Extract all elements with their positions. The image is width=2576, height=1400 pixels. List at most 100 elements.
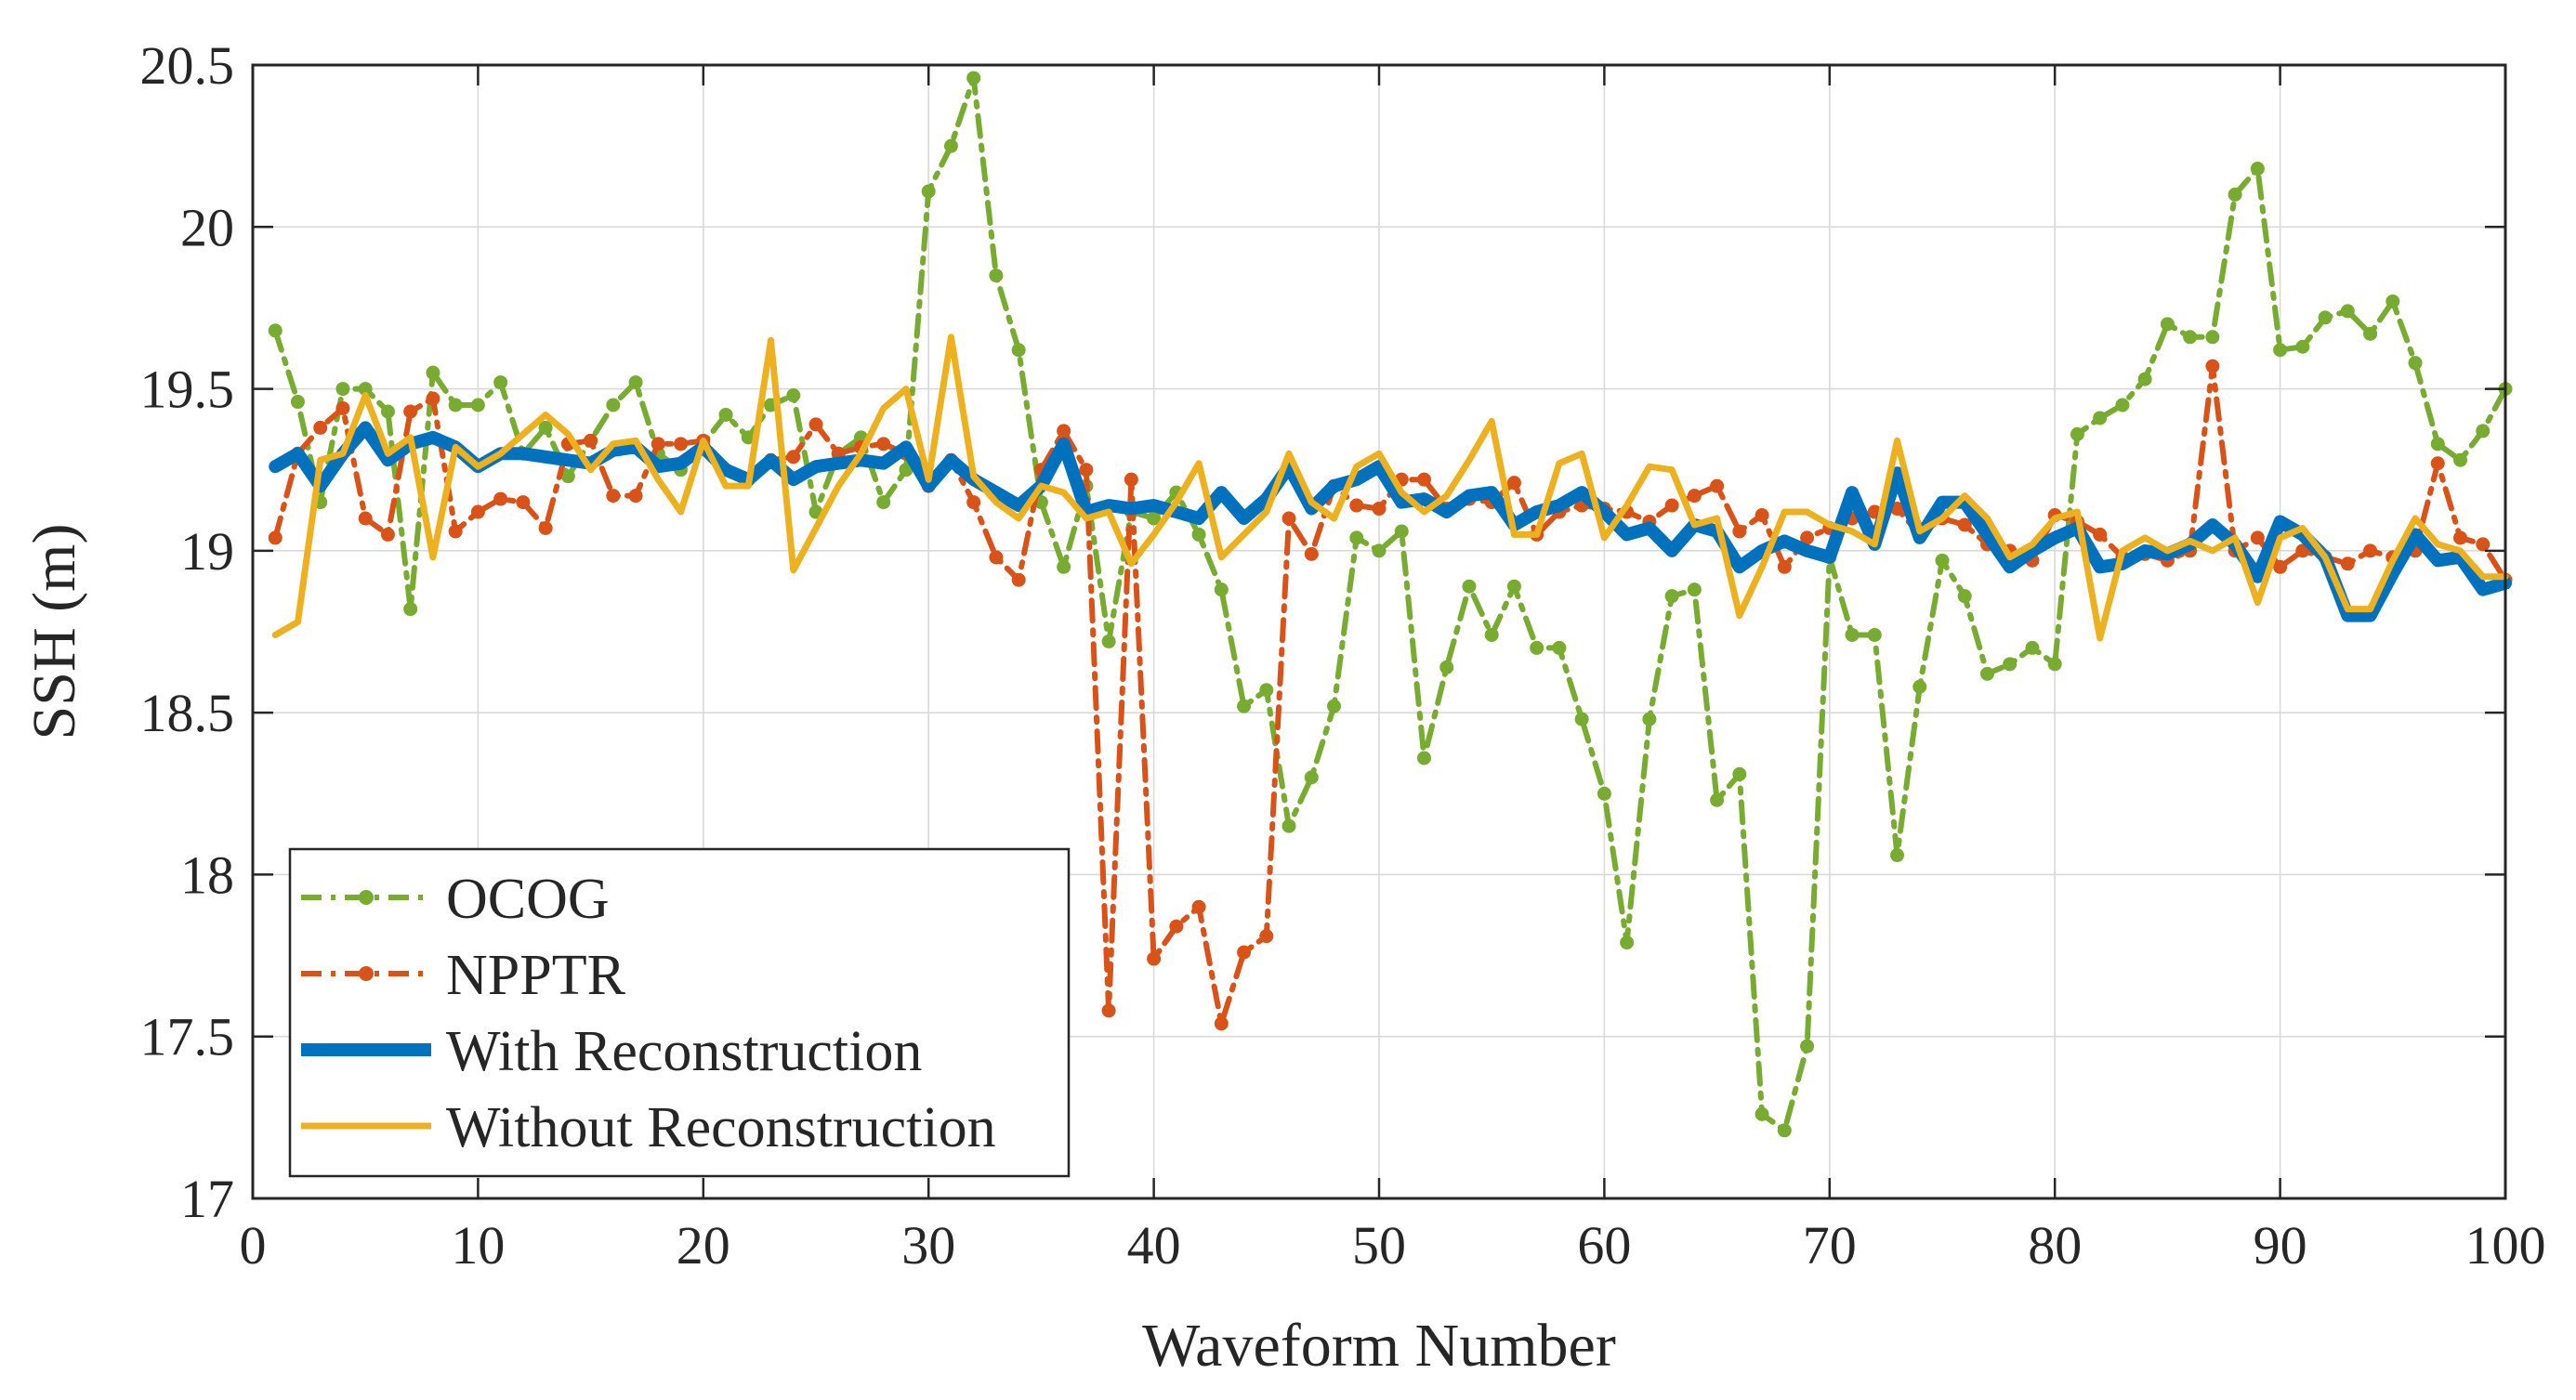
- x-tick-label: 20: [677, 1215, 730, 1276]
- y-tick-label: 18.5: [140, 683, 235, 743]
- data-point-ocog: [1462, 579, 1477, 594]
- data-point-ocog: [1642, 712, 1657, 726]
- x-axis-label: Waveform Number: [1142, 1312, 1616, 1380]
- x-tick-label: 90: [2254, 1215, 2307, 1276]
- data-point-ocog: [2363, 326, 2378, 341]
- data-point-npptr: [1214, 1016, 1229, 1031]
- data-point-ocog: [335, 382, 350, 397]
- data-point-ocog: [380, 404, 395, 419]
- x-tick-label: 10: [451, 1215, 505, 1276]
- data-point-ocog: [1057, 559, 1071, 574]
- data-point-ocog: [1394, 524, 1409, 539]
- data-point-ocog: [2250, 162, 2265, 177]
- data-point-ocog: [290, 395, 305, 410]
- data-point-npptr: [1057, 424, 1071, 438]
- data-point-ocog: [2273, 343, 2288, 358]
- data-point-npptr: [1416, 472, 1431, 487]
- data-point-npptr: [426, 391, 440, 406]
- data-point-npptr: [1147, 951, 1162, 966]
- data-point-npptr: [1687, 489, 1702, 504]
- data-point-ocog: [1574, 712, 1589, 726]
- y-tick-label: 17: [180, 1169, 234, 1229]
- data-point-ocog: [2137, 372, 2152, 386]
- x-tick-label: 30: [901, 1215, 955, 1276]
- data-point-ocog: [1845, 627, 1860, 642]
- data-point-npptr: [403, 404, 418, 419]
- data-point-ocog: [1957, 589, 1972, 604]
- data-point-npptr: [2093, 527, 2108, 542]
- data-point-ocog: [448, 398, 463, 412]
- data-point-ocog: [2025, 640, 2040, 655]
- data-point-npptr: [1259, 929, 1274, 944]
- tick-labels: 0 10 20 30 40 50 60 70 80 90 100 17 17.5 18 18.5 19 19.5…: [140, 35, 2546, 1276]
- data-point-ocog: [2115, 398, 2130, 412]
- data-point-ocog: [426, 365, 440, 380]
- data-point-npptr: [358, 511, 373, 526]
- data-point-ocog: [1687, 582, 1702, 597]
- data-point-npptr: [1755, 508, 1769, 523]
- data-point-ocog: [1912, 679, 1927, 694]
- data-point-npptr: [1732, 524, 1747, 539]
- data-point-npptr: [2363, 543, 2378, 558]
- data-point-ocog: [786, 388, 801, 403]
- data-point-npptr: [1011, 572, 1026, 587]
- legend-item-npptr: NPPTR: [301, 944, 626, 1007]
- data-point-npptr: [1777, 559, 1792, 574]
- data-point-npptr: [470, 504, 485, 519]
- x-tick-label: 0: [240, 1215, 267, 1276]
- data-point-npptr: [1372, 502, 1387, 517]
- data-point-ocog: [718, 407, 733, 422]
- legend: OCOG NPPTR With Reconstruction Without R…: [288, 847, 1071, 1178]
- data-point-npptr: [313, 420, 328, 435]
- data-point-ocog: [1755, 1106, 1769, 1121]
- data-point-ocog: [1304, 770, 1319, 785]
- data-point-npptr: [516, 495, 531, 510]
- data-point-ocog: [1439, 660, 1454, 674]
- data-point-ocog: [1327, 699, 1342, 713]
- data-point-ocog: [1732, 766, 1747, 781]
- x-tick-label: 100: [2465, 1215, 2546, 1276]
- data-point-npptr: [1506, 476, 1521, 491]
- data-point-ocog: [268, 323, 283, 338]
- legend-item-ocog: OCOG: [301, 868, 610, 931]
- data-point-npptr: [628, 489, 643, 504]
- legend-label-without-reconstruction: Without Reconstruction: [446, 1096, 996, 1159]
- data-point-ocog: [1484, 627, 1499, 642]
- axis-ticks: [251, 63, 2507, 1200]
- data-point-ocog: [2408, 356, 2423, 371]
- data-point-npptr: [2250, 530, 2265, 545]
- data-point-ocog: [2228, 187, 2242, 202]
- data-point-ocog: [966, 71, 981, 85]
- data-point-npptr: [2205, 359, 2220, 373]
- data-point-npptr: [1169, 919, 1184, 934]
- data-point-ocog: [876, 495, 891, 510]
- data-point-npptr: [493, 491, 508, 506]
- data-point-ocog: [1552, 640, 1567, 655]
- data-point-npptr: [989, 550, 1004, 565]
- data-point-ocog: [1530, 640, 1544, 655]
- data-point-npptr: [1710, 478, 1725, 493]
- data-point-npptr: [1304, 546, 1319, 561]
- data-point-npptr: [674, 437, 689, 451]
- data-point-ocog: [1597, 786, 1611, 801]
- data-point-npptr: [808, 417, 823, 432]
- legend-item-without-reconstruction: Without Reconstruction: [301, 1096, 996, 1159]
- legend-label-ocog: OCOG: [446, 868, 610, 931]
- data-point-npptr: [1281, 511, 1296, 526]
- data-point-npptr: [1664, 498, 1679, 513]
- data-point-ocog: [2093, 411, 2108, 425]
- data-point-npptr: [538, 520, 553, 535]
- data-point-npptr: [1191, 899, 1206, 914]
- data-point-ocog: [1710, 792, 1725, 807]
- data-point-ocog: [2070, 426, 2084, 441]
- data-point-ocog: [741, 430, 756, 445]
- data-point-npptr: [2340, 556, 2355, 571]
- series-layer: [268, 71, 2513, 1138]
- data-point-ocog: [1372, 543, 1387, 558]
- data-point-npptr: [786, 450, 801, 464]
- data-point-ocog: [2476, 424, 2491, 438]
- y-tick-label: 19.5: [140, 360, 235, 420]
- data-point-npptr: [966, 495, 981, 510]
- data-point-ocog: [1349, 530, 1364, 545]
